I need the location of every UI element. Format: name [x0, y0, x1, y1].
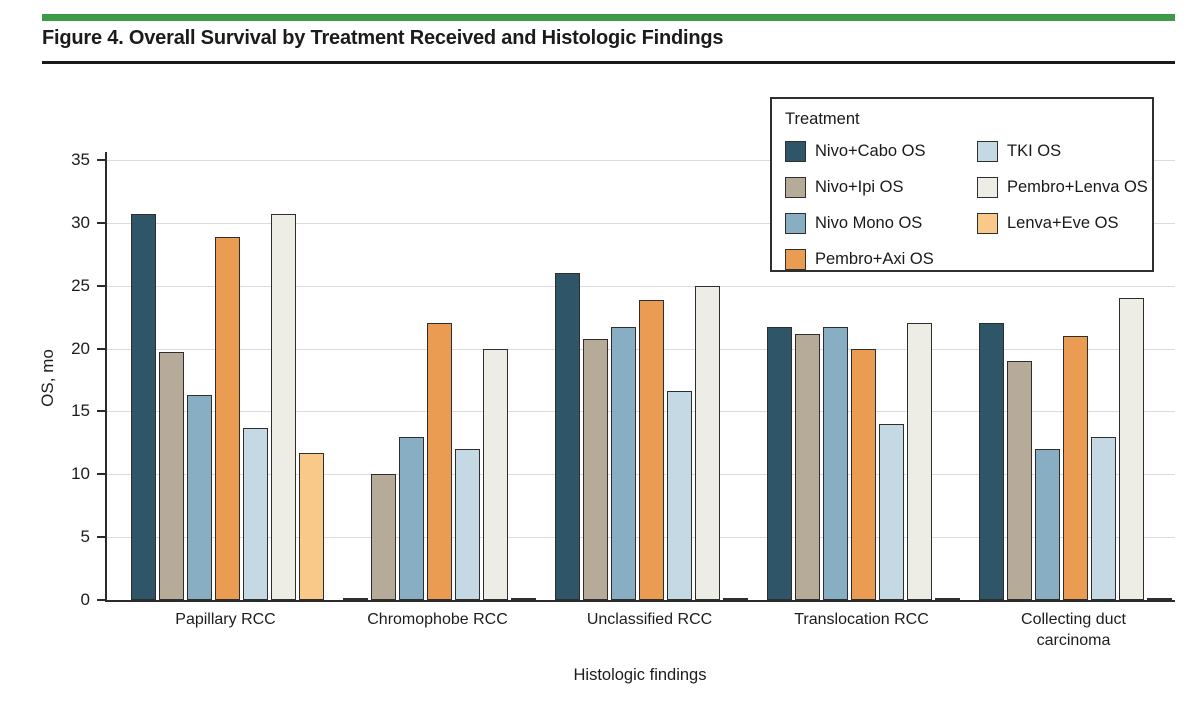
legend-item: Nivo+Cabo OS	[785, 133, 977, 169]
bar	[907, 323, 932, 600]
bar	[851, 348, 876, 600]
legend-label: Nivo+Ipi OS	[815, 177, 904, 196]
y-tick-label-30: 30	[71, 212, 90, 232]
accent-bar	[42, 14, 1175, 21]
bar	[131, 214, 156, 600]
bar	[1063, 336, 1088, 600]
y-tick-mark-30	[97, 221, 105, 224]
bar	[243, 427, 268, 600]
bar	[879, 424, 904, 600]
y-tick-label-20: 20	[71, 338, 90, 358]
legend-label: Nivo Mono OS	[815, 213, 923, 232]
bar	[483, 348, 508, 600]
y-tick-mark-5	[97, 536, 105, 539]
y-tick-label-5: 5	[80, 527, 90, 547]
gridline-35	[107, 160, 1175, 161]
bar	[299, 452, 324, 600]
legend-item: Pembro+Axi OS	[785, 241, 977, 277]
bar	[639, 299, 664, 600]
bar	[1119, 298, 1144, 600]
gridline-25	[107, 285, 1175, 287]
legend-label: Pembro+Lenva OS	[1007, 177, 1148, 196]
y-tick-mark-10	[97, 473, 105, 476]
bar	[795, 333, 820, 600]
y-tick-mark-20	[97, 347, 105, 350]
legend-swatch-icon	[785, 248, 806, 270]
bar	[271, 214, 296, 600]
legend-column-2: TKI OS Pembro+Lenva OS Lenva+Eve OS	[977, 133, 1148, 277]
bar	[723, 598, 748, 600]
bar	[583, 338, 608, 600]
legend-swatch-icon	[977, 140, 998, 162]
bar-group-1	[131, 160, 324, 600]
bar-group-2	[343, 160, 536, 600]
legend-label: Pembro+Axi OS	[815, 249, 934, 268]
bar-group-3	[555, 160, 748, 600]
bar	[343, 598, 368, 600]
bar-group-5	[979, 160, 1172, 600]
bar	[1035, 449, 1060, 600]
y-axis-extension	[105, 152, 107, 160]
bar	[399, 436, 424, 600]
bar	[1147, 598, 1172, 600]
x-category-label: Unclassified RCC	[586, 611, 713, 628]
y-tick-mark-35	[97, 159, 105, 161]
x-category-label: Papillary RCC	[175, 611, 276, 628]
bar	[427, 323, 452, 600]
bar	[611, 327, 636, 600]
y-tick-mark-15	[97, 410, 105, 413]
bar	[1091, 436, 1116, 600]
bar	[979, 323, 1004, 600]
y-tick-label-15: 15	[71, 401, 90, 421]
legend-swatch-icon	[977, 176, 998, 198]
bar	[695, 285, 720, 600]
legend-swatch-icon	[785, 212, 806, 234]
plot-area	[105, 160, 1175, 602]
bar	[511, 598, 536, 600]
bar	[767, 327, 792, 600]
y-tick-label-25: 25	[71, 275, 90, 295]
legend-swatch-icon	[785, 140, 806, 162]
bar	[371, 474, 396, 600]
x-category-label: Collecting duct carcinoma	[1021, 611, 1126, 649]
legend-item: Nivo+Ipi OS	[785, 169, 977, 205]
bar	[159, 352, 184, 600]
bar	[555, 273, 580, 600]
legend-label: Nivo+Cabo OS	[815, 141, 926, 160]
legend-label: Lenva+Eve OS	[1007, 213, 1119, 232]
figure-title: Figure 4. Overall Survival by Treatment …	[42, 27, 724, 49]
bar	[1007, 361, 1032, 600]
y-tick-mark-25	[97, 284, 105, 287]
legend: Treatment Nivo+Cabo OS Nivo+Ipi OS Nivo Mo…	[770, 97, 1154, 272]
legend-entries: Nivo+Cabo OS Nivo+Ipi OS Nivo Mono OS Pembr…	[785, 133, 1148, 277]
bar-group-4	[767, 160, 960, 600]
y-tick-mark-0	[97, 599, 105, 601]
y-tick-label-0: 0	[80, 590, 90, 609]
legend-item: Lenva+Eve OS	[977, 205, 1148, 241]
bar	[215, 236, 240, 600]
bar	[187, 395, 212, 600]
bar	[823, 327, 848, 600]
legend-item: TKI OS	[977, 133, 1148, 169]
bar	[667, 391, 692, 600]
gridline-30	[107, 222, 1175, 224]
x-axis-title: Histologic findings	[573, 666, 707, 684]
legend-column-1: Nivo+Cabo OS Nivo+Ipi OS Nivo Mono OS Pembr…	[785, 133, 977, 277]
legend-swatch-icon	[977, 212, 998, 234]
y-tick-label-10: 10	[71, 464, 90, 484]
x-category-label: Chromophobe RCC	[367, 611, 508, 628]
legend-item: Pembro+Lenva OS	[977, 169, 1148, 205]
legend-swatch-icon	[785, 176, 806, 198]
legend-item: Nivo Mono OS	[785, 205, 977, 241]
legend-title: Treatment	[785, 110, 860, 128]
y-tick-label-35: 35	[71, 150, 90, 169]
legend-label: TKI OS	[1007, 141, 1062, 160]
x-category-label: Translocation RCC	[794, 611, 929, 628]
title-rule	[42, 61, 1175, 64]
bar	[935, 598, 960, 600]
bar	[455, 449, 480, 600]
